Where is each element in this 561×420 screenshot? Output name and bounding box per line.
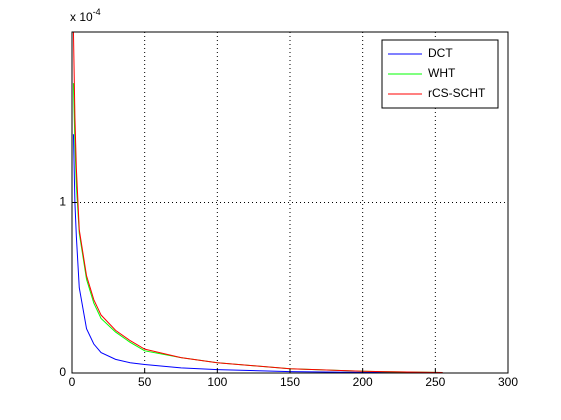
x-tick-label: 150 <box>280 375 300 389</box>
x-tick-label: 250 <box>425 375 445 389</box>
x-tick-label: 0 <box>69 375 76 389</box>
x-tick-label: 300 <box>498 375 518 389</box>
series-line <box>72 32 443 373</box>
legend-label: DCT <box>428 46 453 60</box>
y-multiplier-base: x 10 <box>70 10 93 24</box>
legend-label: WHT <box>428 66 456 80</box>
y-multiplier-exponent: -4 <box>93 7 101 17</box>
x-tick-label: 100 <box>207 375 227 389</box>
series-line <box>72 134 443 373</box>
x-tick-label: 200 <box>353 375 373 389</box>
legend-label: rCS-SCHT <box>428 86 486 100</box>
y-multiplier: x 10-4 <box>70 7 101 24</box>
x-tick-label: 50 <box>138 375 152 389</box>
y-tick-label: 0 <box>59 365 66 379</box>
y-tick-label: 1 <box>59 195 66 209</box>
